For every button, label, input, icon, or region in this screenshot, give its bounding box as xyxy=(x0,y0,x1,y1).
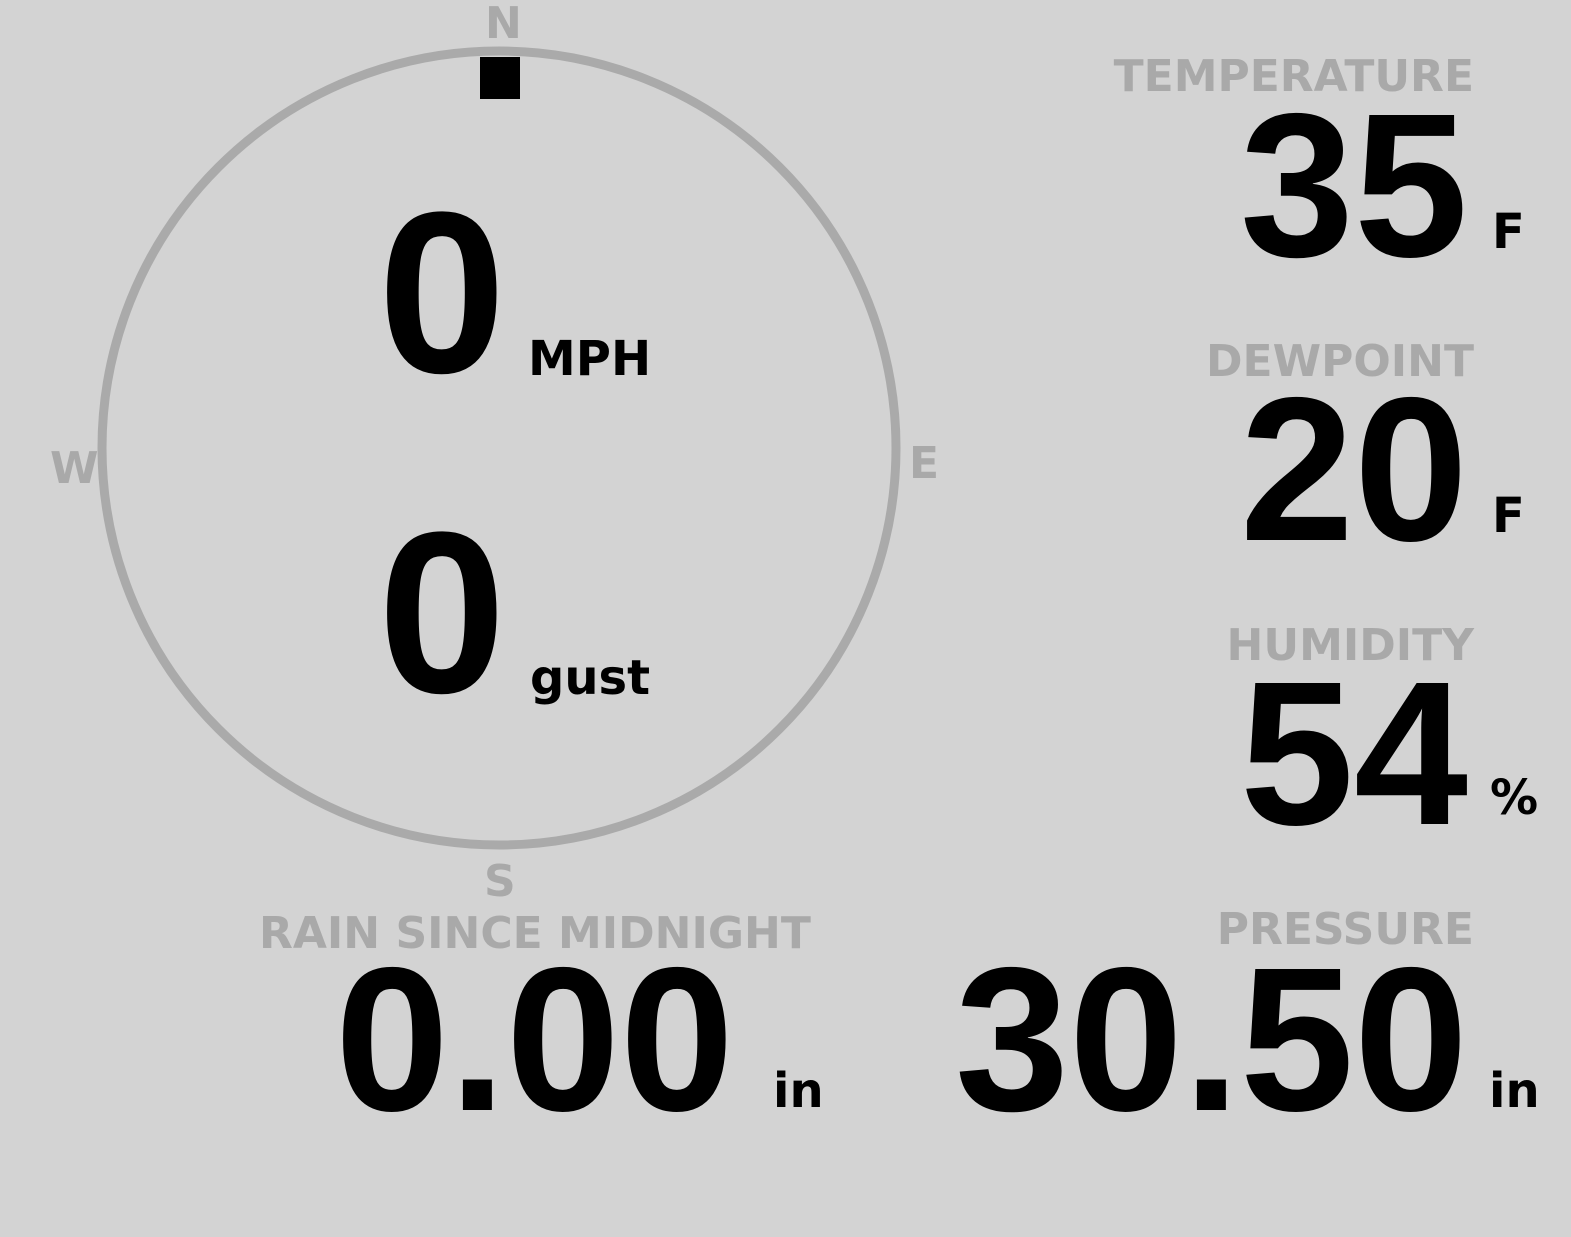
humidity-value: 54 xyxy=(1239,639,1468,868)
humidity-label: HUMIDITY xyxy=(1226,620,1474,671)
compass-west-label: W xyxy=(50,443,99,494)
pressure-value: 30.50 xyxy=(954,925,1468,1154)
humidity-unit: % xyxy=(1490,770,1539,826)
compass-south-label: S xyxy=(484,856,516,907)
dewpoint-label: DEWPOINT xyxy=(1206,336,1474,387)
dewpoint-value: 20 xyxy=(1239,355,1468,584)
temperature-value: 35 xyxy=(1239,71,1468,300)
dewpoint-unit: F xyxy=(1492,488,1525,544)
rain-unit: in xyxy=(773,1063,824,1119)
compass-east-label: E xyxy=(909,438,940,489)
wind-gust-unit: gust xyxy=(530,650,651,706)
compass-north-label: N xyxy=(485,0,522,49)
temperature-label: TEMPERATURE xyxy=(1113,51,1474,102)
wind-compass xyxy=(97,46,901,850)
pressure-label: PRESSURE xyxy=(1216,904,1474,955)
rain-value: 0.00 xyxy=(335,925,734,1154)
rain-label: RAIN SINCE MIDNIGHT xyxy=(259,908,811,959)
compass-ring xyxy=(97,46,901,850)
wind-speed-value: 0 xyxy=(378,164,506,421)
wind-direction-marker xyxy=(480,57,520,99)
temperature-unit: F xyxy=(1492,204,1525,260)
wind-gust-value: 0 xyxy=(378,484,506,741)
wind-speed-unit: MPH xyxy=(528,331,652,387)
pressure-unit: in xyxy=(1489,1063,1540,1119)
